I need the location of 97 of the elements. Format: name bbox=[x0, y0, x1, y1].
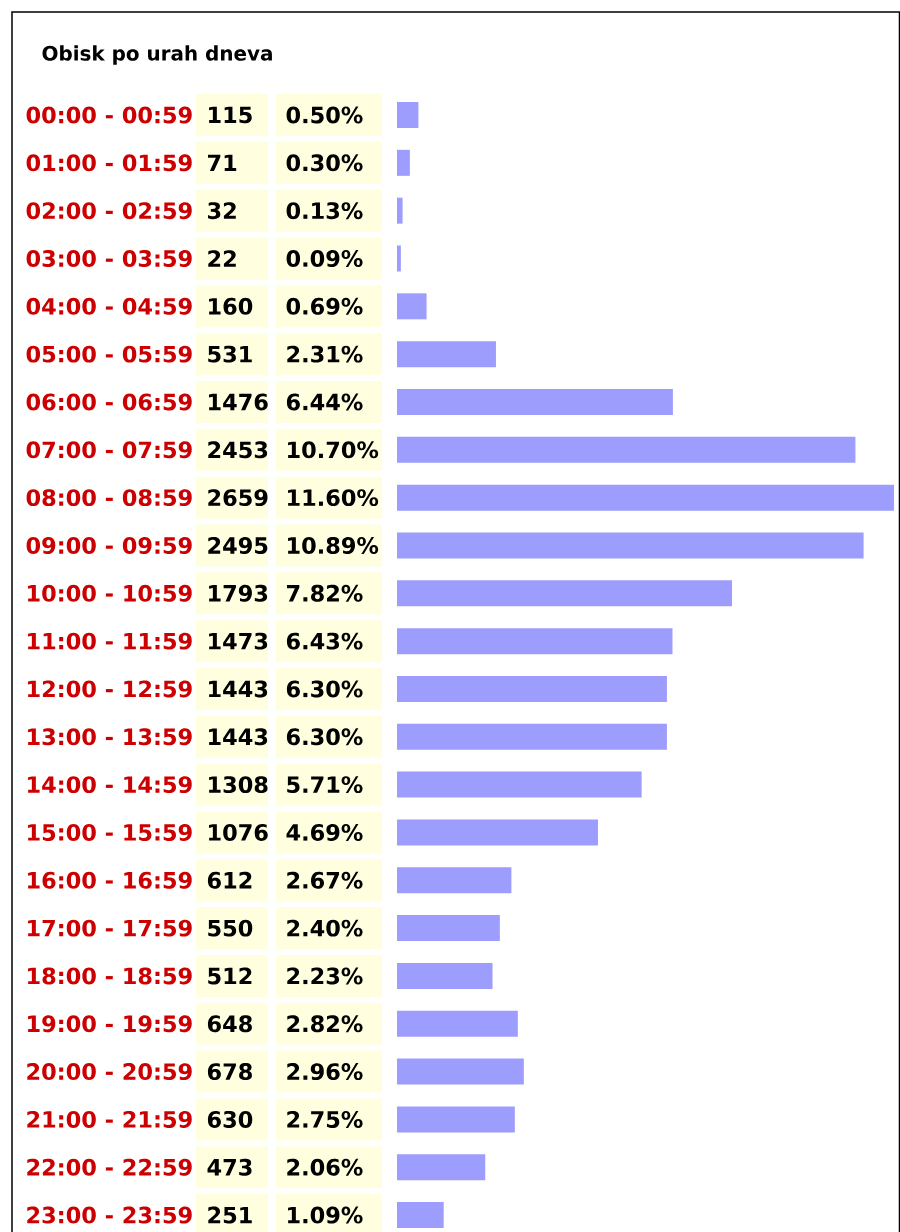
y-tick-label: 07:00 - 07:59 bbox=[26, 441, 192, 459]
bar bbox=[397, 149, 410, 176]
data-label: 11.60% bbox=[288, 489, 379, 507]
bar bbox=[397, 1106, 515, 1133]
y-tick-label: 21:00 - 21:59 bbox=[27, 1110, 192, 1128]
bar bbox=[397, 532, 864, 559]
data-label: 10.70% bbox=[288, 441, 379, 459]
text: 22 bbox=[208, 250, 236, 267]
bar bbox=[397, 915, 500, 942]
y-tick-label: 09:00 - 09:59 bbox=[26, 536, 192, 554]
data-label: 2.31% bbox=[287, 345, 363, 363]
data-label: 0.69% bbox=[286, 297, 363, 315]
bar bbox=[397, 1202, 444, 1229]
bar bbox=[397, 723, 667, 750]
bar bbox=[397, 1010, 518, 1037]
text: Obisk po urah dneva bbox=[42, 45, 272, 65]
data-label: 6.30% bbox=[286, 680, 363, 698]
bar bbox=[397, 819, 598, 846]
text: 648 bbox=[207, 1015, 252, 1033]
y-tick-label: 18:00 - 18:59 bbox=[28, 967, 192, 985]
y-tick-label: 17:00 - 17:59 bbox=[28, 919, 192, 937]
text: 1076 bbox=[209, 823, 268, 841]
text: 251 bbox=[208, 1206, 252, 1224]
bar bbox=[397, 580, 733, 607]
y-tick-label: 13:00 - 13:59 bbox=[28, 728, 192, 746]
text: 2453 bbox=[208, 441, 268, 459]
y-tick-label: 06:00 - 06:59 bbox=[26, 393, 192, 411]
text: 1473 bbox=[209, 632, 268, 650]
y-tick-label: 04:00 - 04:59 bbox=[26, 297, 192, 315]
data-label: 0.30% bbox=[286, 154, 363, 172]
data-label: 6.44% bbox=[286, 393, 363, 411]
y-tick-label: 20:00 - 20:59 bbox=[27, 1063, 192, 1081]
data-label: 6.30% bbox=[286, 728, 363, 746]
text: 678 bbox=[207, 1063, 252, 1081]
text: 1443 bbox=[209, 680, 268, 698]
bar bbox=[397, 1058, 524, 1085]
data-label: 0.50% bbox=[286, 106, 363, 124]
text: 1443 bbox=[209, 728, 268, 746]
data-label: 1.09% bbox=[288, 1206, 363, 1224]
data-label: 2.82% bbox=[287, 1015, 363, 1033]
bar bbox=[397, 675, 667, 702]
text: 2659 bbox=[208, 489, 268, 507]
bar bbox=[397, 341, 496, 368]
data-label: 4.69% bbox=[286, 823, 363, 841]
text: 512 bbox=[208, 967, 252, 985]
y-tick-label: 15:00 - 15:59 bbox=[28, 823, 192, 841]
text: 1308 bbox=[209, 776, 268, 794]
bar bbox=[397, 771, 642, 798]
data-label: 2.96% bbox=[287, 1063, 363, 1081]
bar bbox=[397, 102, 419, 128]
text: 630 bbox=[207, 1110, 253, 1128]
data-label: 6.43% bbox=[286, 632, 363, 650]
bar bbox=[397, 484, 894, 511]
y-tick-label: 02:00 - 02:59 bbox=[26, 202, 192, 220]
data-label: 2.40% bbox=[287, 919, 363, 937]
bar bbox=[397, 867, 512, 894]
bar bbox=[397, 293, 427, 320]
text: 531 bbox=[208, 345, 252, 363]
y-tick-label: 05:00 - 05:59 bbox=[26, 345, 192, 363]
text: 71 bbox=[208, 154, 237, 171]
text: 612 bbox=[207, 871, 252, 889]
data-label: 5.71% bbox=[287, 776, 363, 794]
bar bbox=[397, 1154, 486, 1181]
bar bbox=[397, 962, 493, 989]
y-tick-label: 23:00 - 23:59 bbox=[27, 1206, 192, 1224]
text: 160 bbox=[209, 297, 253, 315]
text: 1476 bbox=[209, 393, 268, 411]
y-tick-label: 19:00 - 19:59 bbox=[28, 1015, 192, 1033]
data-label: 2.67% bbox=[287, 871, 363, 889]
data-label: 2.75% bbox=[287, 1110, 363, 1128]
text: 473 bbox=[207, 1158, 252, 1176]
data-label: 2.06% bbox=[287, 1158, 363, 1176]
text: 2495 bbox=[208, 536, 268, 554]
y-tick-label: 10:00 - 10:59 bbox=[28, 584, 192, 602]
bar bbox=[397, 197, 403, 224]
text: 1793 bbox=[209, 584, 268, 602]
y-tick-label: 12:00 - 12:59 bbox=[28, 680, 192, 698]
data-label: 2.23% bbox=[287, 967, 363, 985]
text: 115 bbox=[209, 106, 252, 124]
bar bbox=[397, 388, 673, 415]
text: 550 bbox=[208, 919, 253, 937]
y-tick-label: 14:00 - 14:59 bbox=[28, 776, 192, 794]
y-tick-label: 11:00 - 11:59 bbox=[28, 632, 192, 650]
data-label: 7.82% bbox=[287, 584, 363, 602]
bar bbox=[397, 245, 401, 272]
bar bbox=[397, 436, 856, 463]
data-label: 0.09% bbox=[286, 250, 363, 267]
text: 32 bbox=[208, 202, 236, 220]
y-tick-label: 16:00 - 16:59 bbox=[28, 871, 192, 889]
data-label: 10.89% bbox=[288, 536, 379, 554]
y-tick-label: 03:00 - 03:59 bbox=[26, 250, 192, 267]
y-tick-label: 01:00 - 01:59 bbox=[26, 154, 192, 172]
y-tick-label: 22:00 - 22:59 bbox=[27, 1158, 192, 1176]
y-tick-label: 00:00 - 00:59 bbox=[26, 106, 192, 124]
data-label: 0.13% bbox=[286, 202, 363, 220]
y-tick-label: 08:00 - 08:59 bbox=[26, 489, 192, 507]
bar bbox=[397, 628, 673, 655]
